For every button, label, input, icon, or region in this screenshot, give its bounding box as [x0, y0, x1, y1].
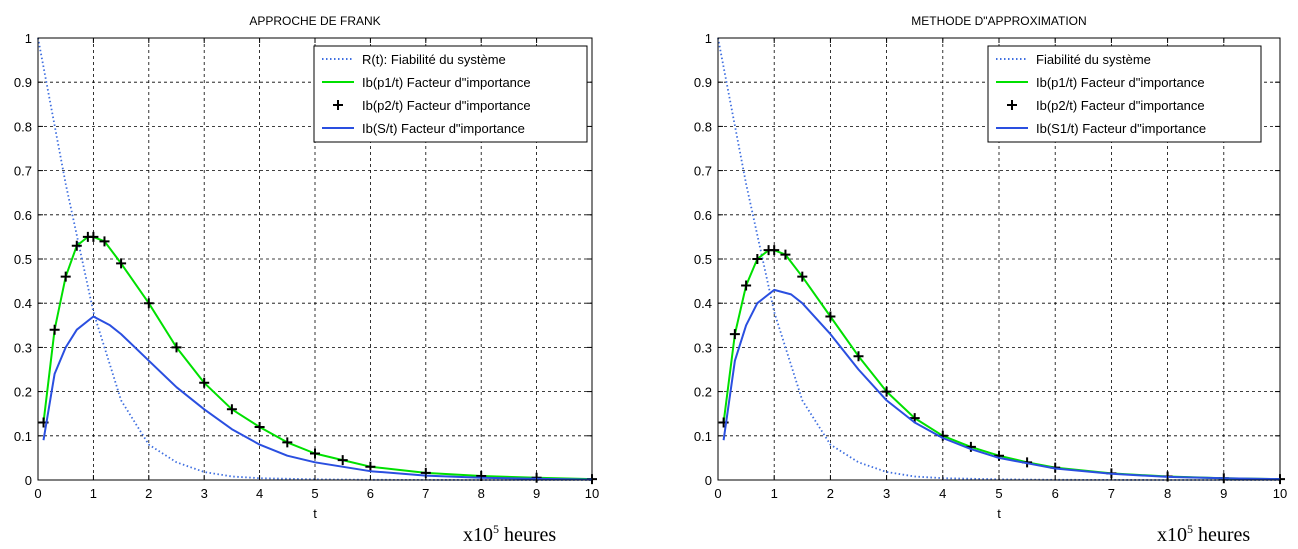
x-tick-label: 7 — [1108, 486, 1115, 501]
y-tick-label: 0.5 — [14, 252, 32, 267]
series-marker-plus — [71, 240, 82, 251]
series-marker-plus — [310, 448, 320, 459]
y-tick-label: 0.6 — [14, 208, 32, 223]
series-marker-plus — [99, 236, 110, 247]
x-tick-label: 2 — [145, 486, 152, 501]
series-marker-plus — [797, 271, 808, 282]
x-tick-label: 4 — [256, 486, 263, 501]
series-marker-plus — [881, 386, 892, 397]
y-tick-label: 0.4 — [14, 296, 32, 311]
series-marker-plus — [226, 404, 237, 415]
x-tick-label: 3 — [883, 486, 890, 501]
unit-suffix: heures — [1193, 524, 1251, 546]
y-tick-label: 0.2 — [14, 385, 32, 400]
x-tick-label: 2 — [827, 486, 834, 501]
y-tick-label: 0.3 — [694, 340, 712, 355]
legend: R(t): Fiabilité du système Ib(p1/t) Facte… — [313, 45, 588, 143]
chart-title: APPROCHE DE FRANK — [249, 14, 380, 28]
unit-suffix: heures — [499, 524, 557, 546]
y-tick-label: 0.7 — [14, 164, 32, 179]
y-tick-label: 0.1 — [14, 429, 32, 444]
x-tick-label: 3 — [201, 486, 208, 501]
series-line-4 — [722, 288, 1281, 481]
series-marker-plus — [337, 455, 348, 466]
x-tick-label: 0 — [34, 486, 41, 501]
series-marker-plus — [994, 450, 1004, 461]
legend-swatch-plus — [333, 100, 343, 110]
x-tick-label: 0 — [714, 486, 721, 501]
series-marker-plus — [729, 329, 740, 340]
series-marker-plus — [254, 421, 265, 432]
unit-prefix: x10 — [1157, 524, 1187, 546]
legend-label: Ib(p2/t) Facteur d"importance — [362, 98, 531, 113]
y-tick-label: 1 — [705, 31, 712, 46]
unit-prefix: x10 — [463, 524, 493, 546]
x-tick-label: 5 — [995, 486, 1002, 501]
y-tick-label: 0.6 — [694, 208, 712, 223]
chart-panel-1: 0 1 2 3 4 5 6 7 8 9 10 0 0.1 0.2 0.3 0.4 0.5 0.6 0.7 0.8 0.9… — [14, 14, 599, 521]
x-tick-label: 6 — [1052, 486, 1059, 501]
x-tick-label: 1 — [771, 486, 778, 501]
series-marker-plus — [116, 258, 127, 269]
y-tick-label: 0.7 — [694, 164, 712, 179]
legend-box — [313, 45, 588, 143]
legend-swatch-plus — [1007, 100, 1017, 110]
series-marker-plus — [853, 351, 864, 362]
legend-label: Ib(p1/t) Facteur d"importance — [362, 75, 531, 90]
unit-exponent: 5 — [1187, 522, 1193, 536]
x-tick-label: 6 — [367, 486, 374, 501]
y-tick-label: 0.8 — [694, 119, 712, 134]
x-tick-label: 10 — [585, 486, 599, 501]
y-tick-label: 0.2 — [694, 385, 712, 400]
legend-box — [987, 45, 1262, 143]
x-tick-label: 8 — [1164, 486, 1171, 501]
y-tick-label: 0.3 — [14, 340, 32, 355]
legend-label: Ib(p1/t) Facteur d"importance — [1036, 75, 1205, 90]
series-marker-plus — [171, 342, 182, 353]
x-axis-label: t — [997, 506, 1001, 521]
y-tick-label: 0.4 — [694, 296, 712, 311]
series-marker-plus — [825, 311, 836, 322]
series-marker-plus — [752, 254, 763, 264]
series-marker-plus — [741, 280, 752, 291]
series-marker-plus — [199, 377, 210, 388]
y-tick-label: 0.9 — [14, 75, 32, 90]
legend-label: Fiabilité du système — [1036, 52, 1151, 67]
series-marker-plus — [780, 249, 791, 260]
y-tick-label: 0.1 — [694, 429, 712, 444]
y-tick-label: 0.5 — [694, 252, 712, 267]
unit-label-right: x105 heures — [1157, 522, 1250, 547]
legend-label: Ib(p2/t) Facteur d"importance — [1036, 98, 1205, 113]
y-tick-label: 0.9 — [694, 75, 712, 90]
series-marker-plus — [769, 245, 780, 256]
y-tick-label: 0.8 — [14, 119, 32, 134]
chart-title: METHODE D"APPROXIMATION — [911, 14, 1086, 28]
x-tick-label: 9 — [533, 486, 540, 501]
x-tick-label: 9 — [1220, 486, 1227, 501]
y-tick-label: 1 — [25, 31, 32, 46]
x-tick-label: 4 — [939, 486, 946, 501]
x-axis-label: t — [313, 506, 317, 521]
series-marker-plus — [282, 437, 293, 448]
x-tick-label: 1 — [90, 486, 97, 501]
series-marker-plus — [143, 298, 154, 309]
legend-label: R(t): Fiabilité du système — [362, 52, 506, 67]
series-marker-plus — [60, 271, 71, 282]
x-tick-label: 7 — [422, 486, 429, 501]
y-tick-label: 0 — [25, 473, 32, 488]
legend: Fiabilité du système Ib(p1/t) Facteur d"i… — [987, 45, 1262, 143]
x-tick-label: 8 — [478, 486, 485, 501]
y-tick-label: 0 — [705, 473, 712, 488]
series-marker-plus — [88, 231, 99, 242]
series-marker-plus — [49, 324, 60, 335]
series-marker-plus — [365, 461, 376, 472]
unit-label-left: x105 heures — [463, 522, 556, 547]
legend-label: Ib(S/t) Facteur d"importance — [362, 121, 525, 136]
chart-panel-2: 0 1 2 3 4 5 6 7 8 9 10 0 0.1 0.2 0.3 0.4 0.5 0.6 0.7 0.8 0.9… — [694, 14, 1287, 521]
x-tick-label: 5 — [311, 486, 318, 501]
x-tick-label: 10 — [1273, 486, 1287, 501]
legend-label: Ib(S1/t) Facteur d"importance — [1036, 121, 1206, 136]
unit-exponent: 5 — [493, 522, 499, 536]
